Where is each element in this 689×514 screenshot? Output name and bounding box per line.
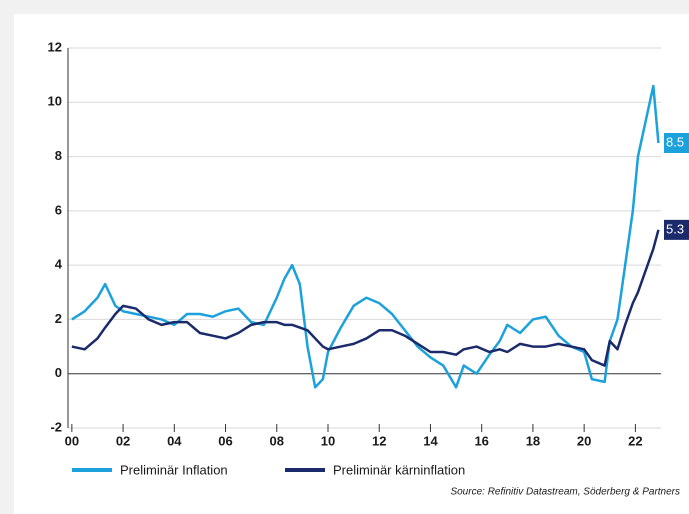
y-tick-label: 0: [55, 365, 62, 380]
y-tick-label: -2: [50, 419, 62, 434]
x-tick-label: 08: [270, 433, 284, 448]
end-label: 8.5: [666, 134, 684, 149]
x-tick-label: 20: [577, 433, 591, 448]
x-tick-label: 16: [474, 433, 488, 448]
x-tick-label: 12: [372, 433, 386, 448]
x-tick-label: 22: [628, 433, 642, 448]
y-tick-label: 12: [48, 39, 62, 54]
card: [14, 14, 689, 514]
legend-label: Preliminär Inflation: [120, 462, 228, 477]
series-line: [71, 229, 660, 367]
end-label-box: [664, 133, 689, 153]
x-tick-label: 06: [218, 433, 232, 448]
x-tick-label: 04: [167, 433, 182, 448]
x-tick-label: 14: [423, 433, 438, 448]
end-label-box: [664, 219, 689, 240]
y-tick-label: 4: [55, 257, 63, 272]
end-label: 5.3: [666, 221, 684, 236]
x-tick-label: 00: [65, 433, 79, 448]
y-tick-label: 8: [55, 148, 62, 163]
x-tick-label: 10: [321, 433, 335, 448]
legend-label: Preliminär kärninflation: [333, 462, 465, 477]
x-tick-label: 02: [116, 433, 130, 448]
source: Source: Refinitiv Datastream, Söderberg …: [450, 487, 680, 498]
y-tick-label: 10: [48, 94, 62, 109]
x-tick-label: 18: [526, 433, 540, 448]
y-tick-label: 2: [55, 311, 62, 326]
y-tick-label: 6: [55, 202, 62, 217]
